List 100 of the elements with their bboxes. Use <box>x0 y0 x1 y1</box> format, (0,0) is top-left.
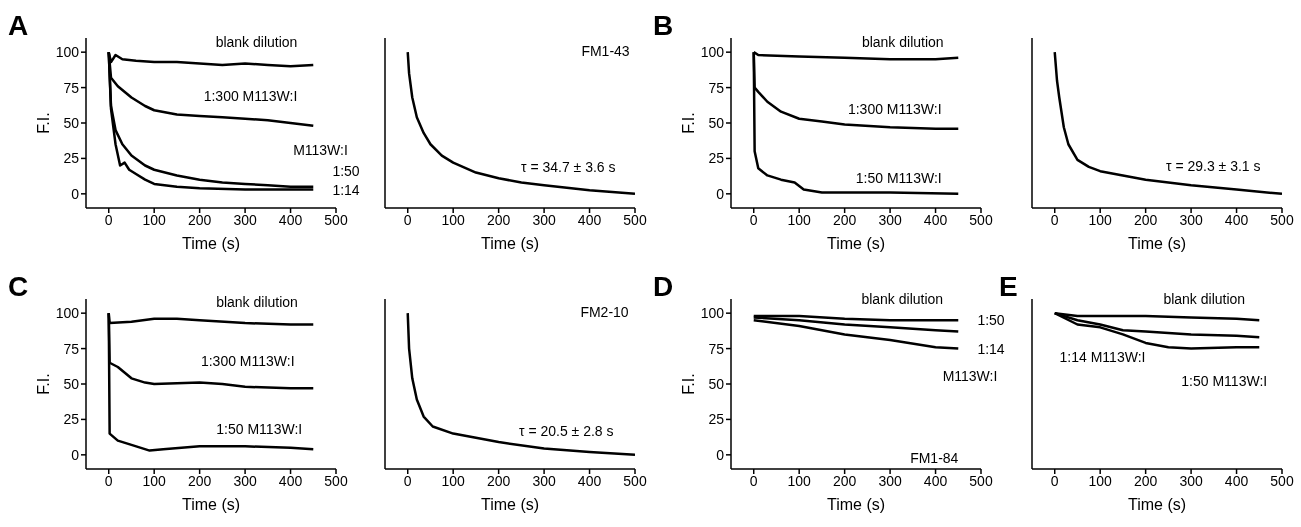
x-axis-title: Time (s) <box>181 235 241 252</box>
y-axis-title: F.I. <box>680 373 698 395</box>
x-tick-label: 400 <box>577 472 602 489</box>
y-tick-label: 100 <box>55 44 80 61</box>
x-tick-label: 100 <box>142 472 167 489</box>
annotation: τ = 20.5 ± 2.8 s <box>518 422 614 439</box>
annotation: 1:300 M113W:I <box>203 88 298 105</box>
x-tick-label: 200 <box>486 472 511 489</box>
x-tick-label: 100 <box>441 472 466 489</box>
annotation: 1:14 M113W:I <box>1059 349 1146 366</box>
x-axis-title: Time (s) <box>826 496 886 513</box>
x-tick-label: 400 <box>923 211 948 228</box>
x-tick-label: 500 <box>324 472 348 489</box>
x-tick-label: 100 <box>441 211 466 228</box>
annotation: blank dilution <box>216 293 298 310</box>
x-tick-label: 0 <box>1050 211 1059 228</box>
x-tick-label: 400 <box>1224 211 1249 228</box>
x-tick-label: 500 <box>1270 472 1294 489</box>
x-tick-label: 400 <box>577 211 602 228</box>
x-tick-label: 200 <box>486 211 511 228</box>
chart-title: C <box>8 271 29 303</box>
y-tick-label: 100 <box>700 44 725 61</box>
annotation: M113W:I <box>293 142 348 159</box>
x-tick-label: 100 <box>142 211 167 228</box>
annotation: 1:300 M113W:I <box>847 100 942 117</box>
x-tick-label: 0 <box>403 211 412 228</box>
x-tick-label: 100 <box>1088 472 1113 489</box>
x-tick-label: 400 <box>923 472 948 489</box>
annotation: FM1-43 <box>581 42 630 59</box>
y-axis-title: F.I. <box>35 373 53 395</box>
x-axis-title: Time (s) <box>1127 496 1187 513</box>
x-tick-label: 500 <box>1270 211 1294 228</box>
annotation: 1:50 <box>977 312 1005 329</box>
x-tick-label: 400 <box>1224 472 1249 489</box>
x-tick-label: 0 <box>403 472 412 489</box>
x-tick-label: 300 <box>878 211 902 228</box>
x-tick-label: 100 <box>787 211 812 228</box>
y-axis-title: F.I. <box>35 112 53 134</box>
annotation: blank dilution <box>861 34 944 51</box>
x-tick-label: 500 <box>623 472 647 489</box>
x-tick-label: 0 <box>749 211 758 228</box>
annotation: τ = 34.7 ± 3.6 s <box>520 159 616 176</box>
x-tick-label: 500 <box>623 211 647 228</box>
annotation: FM1-84 <box>910 449 959 466</box>
y-tick-label: 0 <box>71 446 80 463</box>
x-tick-label: 500 <box>969 472 993 489</box>
x-tick-label: 300 <box>233 472 257 489</box>
y-tick-label: 100 <box>700 305 725 322</box>
y-tick-label: 50 <box>63 375 80 392</box>
x-tick-label: 300 <box>532 211 556 228</box>
x-tick-label: 200 <box>1133 472 1158 489</box>
y-axis-title: F.I. <box>680 112 698 134</box>
y-tick-label: 0 <box>716 446 725 463</box>
x-tick-label: 200 <box>187 472 212 489</box>
annotation: 1:50 M113W:I <box>216 421 303 438</box>
x-tick-label: 200 <box>1133 211 1158 228</box>
chart-title: B <box>653 10 674 42</box>
annotation: 1:50 M113W:I <box>855 170 942 187</box>
x-tick-label: 300 <box>233 211 257 228</box>
x-tick-label: 200 <box>187 211 212 228</box>
annotation: τ = 29.3 ± 3.1 s <box>1165 157 1261 174</box>
y-tick-label: 25 <box>708 411 725 428</box>
x-axis-title: Time (s) <box>480 496 540 513</box>
annotation: blank dilution <box>215 34 298 51</box>
y-tick-label: 50 <box>708 114 725 131</box>
annotation: 1:50 <box>332 163 360 179</box>
annotation: FM2-10 <box>580 303 629 320</box>
x-tick-label: 300 <box>878 472 902 489</box>
x-axis-title: Time (s) <box>181 496 241 513</box>
y-tick-label: 50 <box>708 375 725 392</box>
y-tick-label: 75 <box>708 340 725 357</box>
y-tick-label: 75 <box>63 79 80 96</box>
x-tick-label: 0 <box>1050 472 1059 489</box>
x-tick-label: 0 <box>749 472 758 489</box>
y-tick-label: 75 <box>63 340 80 357</box>
x-tick-label: 100 <box>1088 211 1113 228</box>
chart-title: D <box>653 271 674 303</box>
x-tick-label: 300 <box>1179 211 1203 228</box>
x-tick-label: 500 <box>324 211 348 228</box>
y-tick-label: 25 <box>63 411 80 428</box>
annotation: 1:300 M113W:I <box>200 353 295 370</box>
y-tick-label: 0 <box>71 185 80 202</box>
annotation: blank dilution <box>1163 291 1246 308</box>
x-tick-label: 100 <box>787 472 812 489</box>
x-tick-label: 400 <box>278 211 303 228</box>
annotation: 1:14 <box>977 340 1005 357</box>
y-tick-label: 50 <box>63 114 80 131</box>
x-axis-title: Time (s) <box>480 235 540 252</box>
y-tick-label: 0 <box>716 185 725 202</box>
y-tick-label: 25 <box>63 150 80 167</box>
annotation: 1:50 M113W:I <box>1181 373 1268 390</box>
x-axis-title: Time (s) <box>1127 235 1187 252</box>
y-tick-label: 25 <box>708 150 725 167</box>
y-tick-label: 100 <box>55 305 80 322</box>
x-axis-title: Time (s) <box>826 235 886 252</box>
x-tick-label: 300 <box>1179 472 1203 489</box>
annotation: blank dilution <box>861 291 944 308</box>
x-tick-label: 200 <box>832 472 857 489</box>
chart-title: E <box>999 271 1018 303</box>
annotation: M113W:I <box>942 367 998 384</box>
